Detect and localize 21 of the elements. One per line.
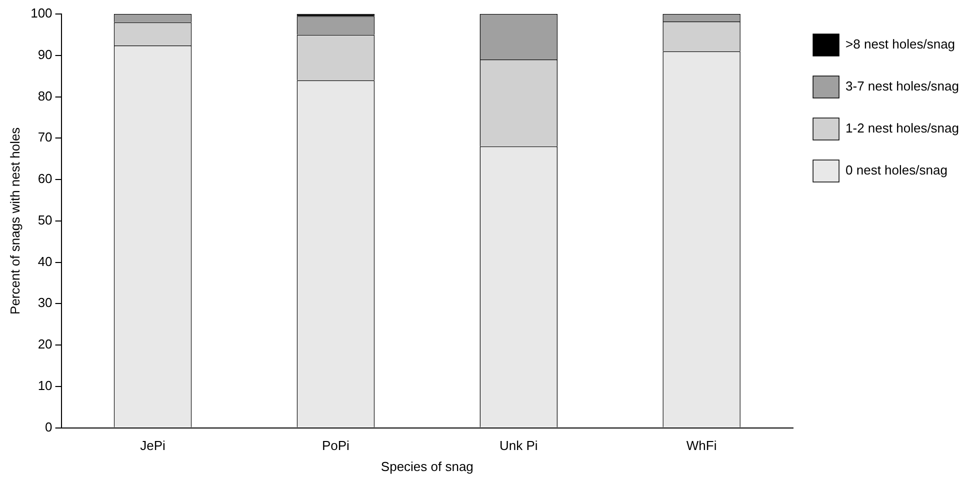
y-tick-label: 10: [38, 378, 52, 393]
legend-label: 1-2 nest holes/snag: [846, 120, 960, 136]
y-tick-label: 50: [38, 212, 52, 228]
x-tick-label: WhFi: [686, 438, 717, 454]
y-tick-label: 70: [38, 130, 52, 145]
x-tick-label: Unk Pi: [499, 438, 538, 454]
legend-label: 3-7 nest holes/snag: [846, 78, 960, 94]
y-tick-label: 100: [30, 6, 52, 21]
legend-label: >8 nest holes/snag: [846, 36, 956, 52]
y-axis-title: Percent of snags with nest holes: [7, 126, 22, 314]
y-tick-label: 60: [38, 171, 52, 186]
x-axis-title: Species of snag: [380, 458, 474, 474]
x-tick-label: PoPi: [322, 438, 350, 454]
y-tick-label: 90: [38, 46, 52, 62]
x-tick-label: JePi: [140, 438, 166, 454]
y-tick-label: 0: [45, 419, 52, 434]
y-tick-label: 30: [38, 295, 52, 310]
y-tick-label: 20: [38, 336, 52, 352]
y-tick-label: 80: [38, 88, 52, 104]
legend-label: 0 nest holes/snag: [846, 162, 948, 178]
y-tick-label: 40: [38, 254, 52, 269]
